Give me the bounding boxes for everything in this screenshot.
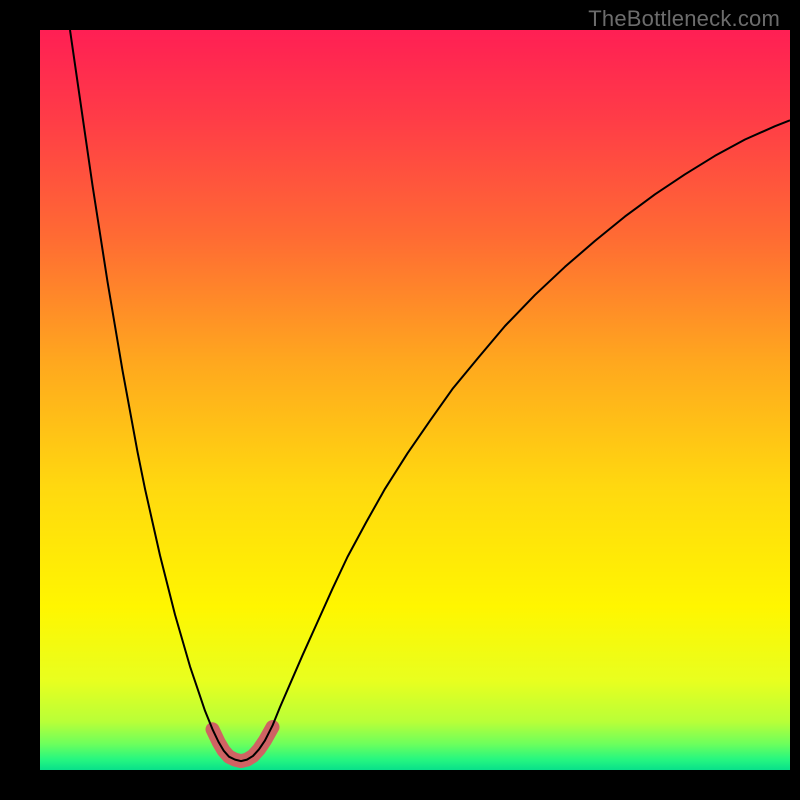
plot-area bbox=[40, 30, 790, 770]
gradient-background bbox=[40, 30, 790, 770]
chart-svg bbox=[40, 30, 790, 770]
watermark: TheBottleneck.com bbox=[588, 6, 780, 32]
chart-container: TheBottleneck.com bbox=[0, 0, 800, 800]
